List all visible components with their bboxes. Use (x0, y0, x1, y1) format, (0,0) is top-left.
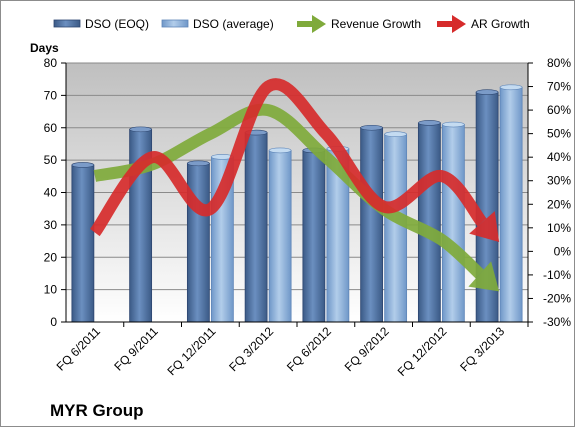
bar-cap (187, 160, 210, 167)
company-name: MYR Group (50, 401, 144, 420)
bar (302, 150, 326, 323)
bar-cap (129, 126, 152, 133)
right-tick-label: 80% (547, 56, 571, 70)
legend-swatch (53, 19, 81, 28)
bar-cap (360, 124, 383, 131)
trend-line (89, 78, 487, 237)
bar-cap (475, 89, 499, 95)
right-tick-label: 40% (547, 150, 571, 164)
bar-cap (442, 121, 465, 128)
legend-swatch (161, 19, 189, 28)
right-tick-label: 50% (547, 127, 571, 141)
bar-cap (268, 147, 292, 154)
bar (244, 132, 268, 323)
legend-label: DSO (EOQ) (85, 17, 149, 31)
right-tick-label: 60% (547, 103, 571, 117)
left-tick-label: 50 (44, 153, 58, 167)
right-tick-label: 70% (547, 80, 571, 94)
legend-arrowhead (312, 15, 326, 33)
bar-cap (418, 120, 441, 126)
left-tick-label: 20 (44, 250, 58, 264)
right-tick-label: 20% (547, 197, 571, 211)
bar (268, 150, 292, 323)
left-tick-label: 40 (44, 186, 58, 200)
trend-arrows (89, 78, 500, 292)
left-axis-ticks: 0 10 20 30 40 50 60 70 80 (44, 56, 66, 329)
left-axis-title: Days (30, 41, 59, 55)
bar-cap (499, 84, 523, 91)
bar-cap (384, 131, 407, 138)
legend: DSO (EOQ) DSO (average) Revenue Growth AR G… (53, 15, 530, 33)
arrowhead (468, 261, 500, 292)
legend-label: DSO (average) (193, 17, 274, 31)
arrowhead (469, 211, 500, 242)
right-tick-label: -20% (543, 291, 571, 305)
left-tick-label: 80 (44, 56, 58, 70)
bar-cap (71, 162, 95, 168)
left-tick-label: 30 (44, 218, 58, 232)
bar (384, 133, 408, 323)
bar (186, 162, 210, 323)
legend-label: AR Growth (471, 17, 530, 31)
legend-label: Revenue Growth (331, 17, 421, 31)
right-axis-ticks: -30% -20% -10% 0% 10% 20% 30% 40% 50% 60% 70% 80% (528, 56, 571, 329)
right-tick-label: -10% (543, 268, 571, 282)
left-tick-label: 0 (50, 315, 57, 329)
right-tick-label: -30% (543, 315, 571, 329)
right-tick-label: 0% (554, 244, 572, 258)
bar (71, 164, 95, 323)
left-tick-label: 70 (44, 88, 58, 102)
left-tick-label: 10 (44, 283, 58, 297)
bar (499, 86, 523, 323)
bar (441, 124, 465, 323)
right-tick-label: 30% (547, 174, 571, 188)
right-tick-label: 10% (547, 221, 571, 235)
legend-arrowhead (452, 15, 466, 33)
bar (360, 127, 384, 323)
left-tick-label: 60 (44, 121, 58, 135)
